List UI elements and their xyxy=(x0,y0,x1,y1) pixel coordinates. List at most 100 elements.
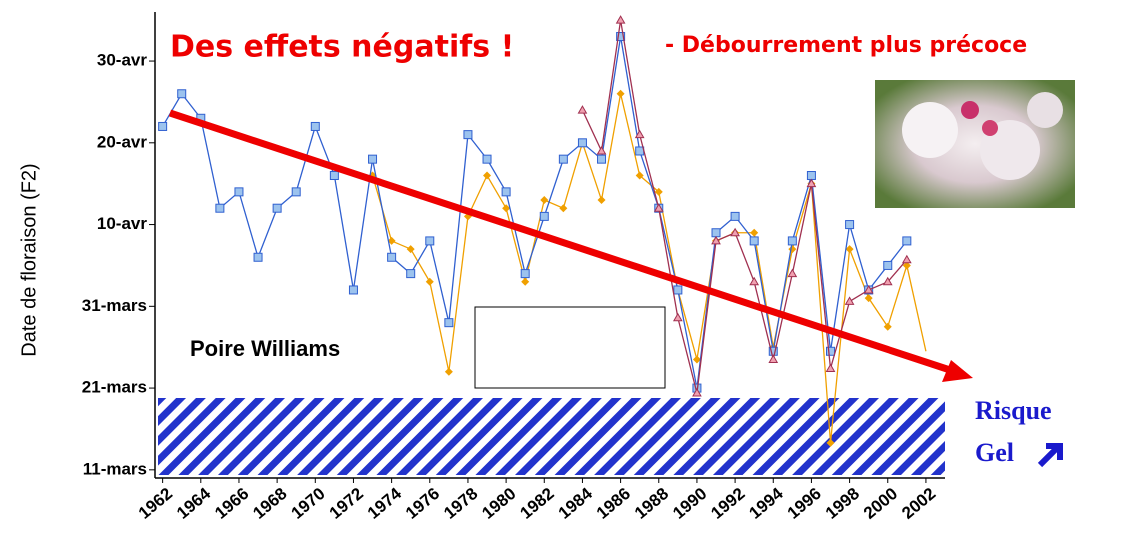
trend-arrow-head xyxy=(942,360,973,382)
point xyxy=(750,228,759,237)
x-tick-label: 1988 xyxy=(631,484,672,523)
point xyxy=(788,245,797,254)
x-tick-label: 1984 xyxy=(555,484,597,523)
point xyxy=(902,236,912,246)
x-tick-label: 1972 xyxy=(326,484,367,523)
point xyxy=(787,236,797,246)
point xyxy=(444,367,453,376)
x-tick-label: 1982 xyxy=(517,484,558,523)
x-tick-label: 1974 xyxy=(364,484,406,523)
point xyxy=(845,245,854,254)
point xyxy=(387,252,397,262)
point xyxy=(215,203,225,213)
point xyxy=(692,387,702,397)
x-tick-label: 1992 xyxy=(707,484,748,523)
x-tick-label: 1964 xyxy=(173,484,215,523)
point xyxy=(806,178,817,188)
series-line xyxy=(162,36,908,389)
series-line xyxy=(371,93,927,443)
point xyxy=(577,138,587,148)
frost-zone xyxy=(158,398,945,475)
point xyxy=(521,277,530,286)
point xyxy=(520,269,530,279)
point xyxy=(483,171,492,180)
up-arrow-icon xyxy=(1037,443,1063,468)
point xyxy=(177,89,187,99)
photo xyxy=(875,80,1075,208)
point xyxy=(425,277,434,286)
point xyxy=(291,187,301,197)
point xyxy=(711,235,721,245)
annotation: Risque xyxy=(975,396,1052,425)
point xyxy=(425,236,435,246)
y-tick-label: 10-avr xyxy=(97,214,147,233)
point xyxy=(616,89,625,98)
x-tick-label: 1968 xyxy=(249,484,290,523)
title: Des effets négatifs ! xyxy=(170,30,514,65)
point xyxy=(387,236,396,245)
point xyxy=(310,121,320,131)
point xyxy=(558,154,568,164)
x-tick-label: 2000 xyxy=(860,484,901,523)
point xyxy=(234,187,244,197)
point xyxy=(634,129,645,139)
point xyxy=(502,204,511,213)
point xyxy=(540,196,549,205)
x-tick-label: 1990 xyxy=(669,484,710,523)
point xyxy=(902,261,911,270)
point xyxy=(635,146,645,156)
point xyxy=(406,269,416,279)
point xyxy=(596,145,607,155)
point xyxy=(368,154,378,164)
y-tick-label: 11-mars xyxy=(83,459,147,478)
point xyxy=(826,438,835,447)
point xyxy=(844,296,855,305)
y-tick-label: 30-avr xyxy=(97,51,147,70)
y-tick-label: 21-mars xyxy=(82,378,147,397)
point xyxy=(501,187,511,197)
point xyxy=(901,254,912,264)
point xyxy=(806,171,816,181)
point xyxy=(787,268,798,278)
point xyxy=(730,211,740,221)
point xyxy=(749,276,760,286)
point xyxy=(863,284,874,294)
point xyxy=(882,276,893,286)
point xyxy=(864,294,873,303)
x-tick-label: 1998 xyxy=(822,484,863,523)
legend-box xyxy=(474,306,666,389)
x-tick-label: 1980 xyxy=(478,484,519,523)
point xyxy=(597,154,607,164)
point xyxy=(672,312,683,322)
x-tick-label: 1996 xyxy=(784,484,825,523)
y-tick-label: 31-mars xyxy=(82,296,147,315)
point xyxy=(653,203,664,212)
point xyxy=(635,171,644,180)
point xyxy=(463,130,473,140)
point xyxy=(348,285,358,295)
point xyxy=(825,363,836,372)
x-tick-label: 2002 xyxy=(898,484,939,523)
point xyxy=(673,285,683,295)
y-axis-label: Date de floraison (F2) xyxy=(18,163,40,356)
point xyxy=(711,228,721,238)
point xyxy=(749,236,759,246)
point xyxy=(730,227,740,237)
x-tick-label: 1986 xyxy=(593,484,634,523)
point xyxy=(654,187,663,196)
point xyxy=(845,220,855,230)
point xyxy=(768,354,779,363)
point xyxy=(616,32,626,42)
point xyxy=(615,15,626,24)
point xyxy=(482,154,492,164)
point xyxy=(158,121,168,131)
point xyxy=(883,322,892,331)
point xyxy=(597,196,606,205)
point xyxy=(406,245,415,254)
annotation: Poire Williams xyxy=(190,336,340,361)
x-tick-label: 1994 xyxy=(746,484,788,523)
point xyxy=(329,171,339,181)
point xyxy=(826,346,836,356)
point xyxy=(692,355,701,364)
